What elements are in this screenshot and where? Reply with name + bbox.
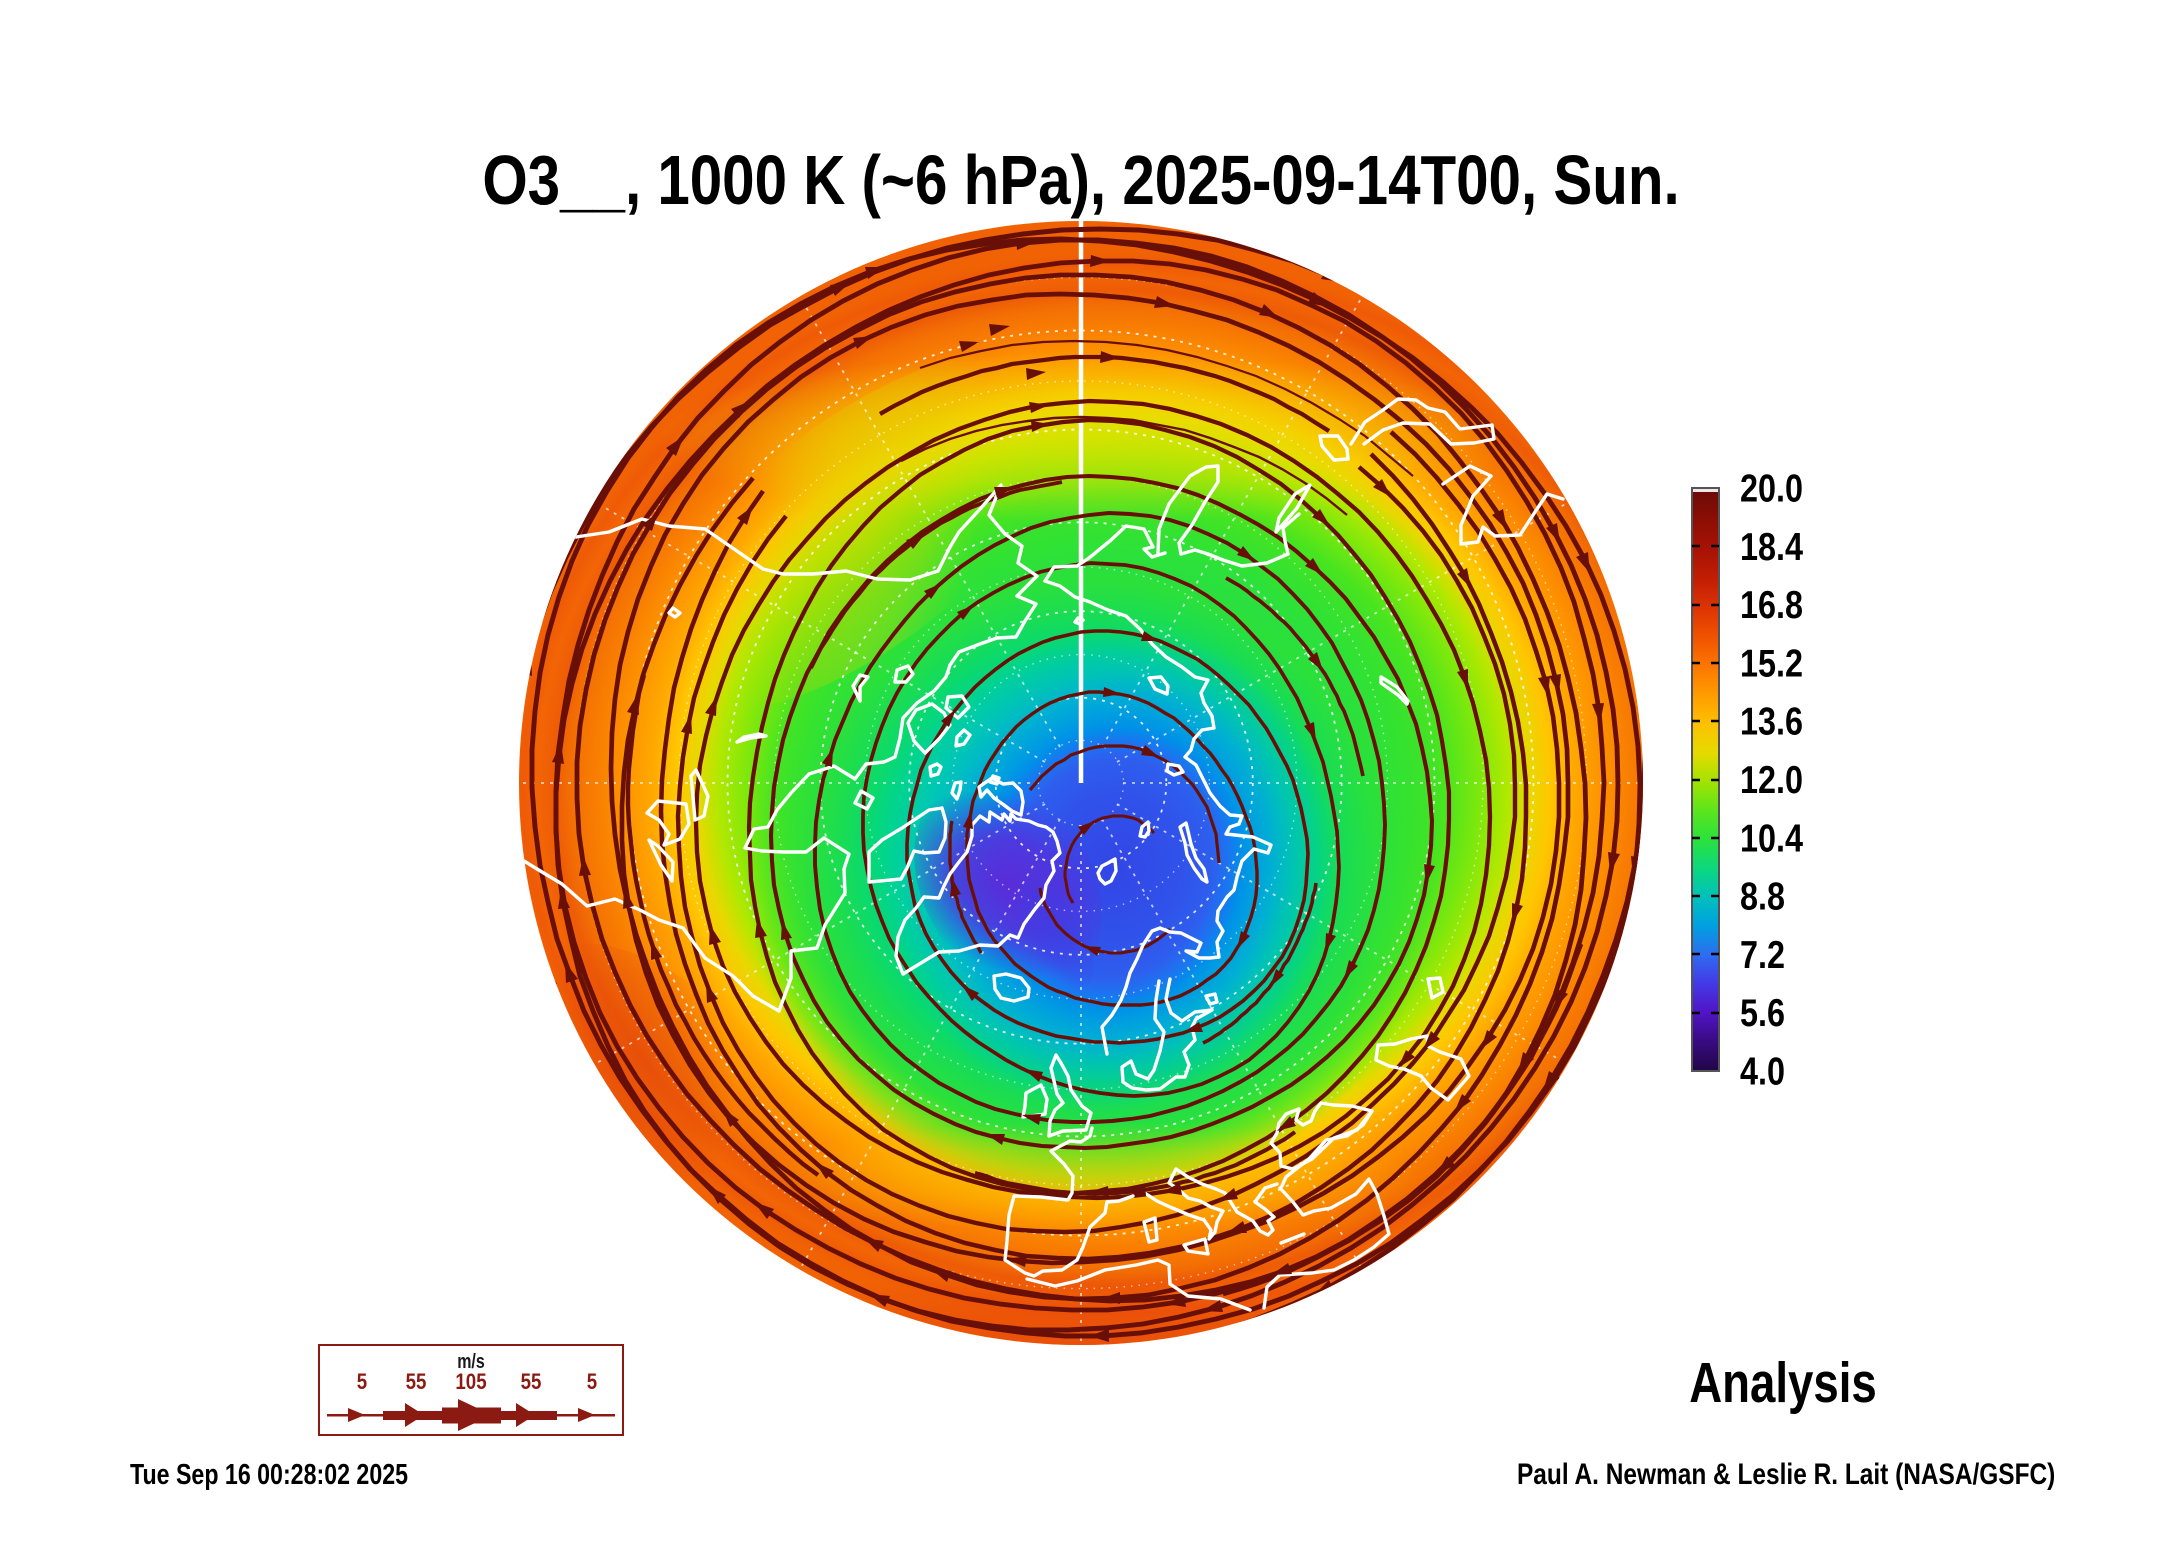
svg-text:5.6: 5.6 bbox=[1740, 991, 1785, 1035]
svg-text:18.4: 18.4 bbox=[1740, 525, 1803, 569]
svg-text:O3__, 1000 K (~6 hPa), 2025-09: O3__, 1000 K (~6 hPa), 2025-09-14T00, Su… bbox=[482, 141, 1679, 219]
svg-text:4.0: 4.0 bbox=[1740, 1050, 1785, 1094]
svg-text:Tue Sep 16 00:28:02 2025: Tue Sep 16 00:28:02 2025 bbox=[130, 1457, 408, 1490]
svg-text:m/s: m/s bbox=[457, 1350, 485, 1372]
svg-text:16.8: 16.8 bbox=[1740, 583, 1803, 627]
svg-text:55: 55 bbox=[406, 1371, 427, 1395]
svg-text:13.6: 13.6 bbox=[1740, 700, 1803, 744]
svg-text:12.0: 12.0 bbox=[1740, 758, 1803, 802]
svg-text:105: 105 bbox=[455, 1371, 486, 1395]
svg-text:5: 5 bbox=[587, 1371, 597, 1395]
svg-text:5: 5 bbox=[357, 1371, 367, 1395]
svg-text:55: 55 bbox=[521, 1371, 542, 1395]
svg-text:7.2: 7.2 bbox=[1740, 933, 1785, 977]
svg-text:15.2: 15.2 bbox=[1740, 642, 1803, 686]
svg-text:8.8: 8.8 bbox=[1740, 875, 1785, 919]
svg-text:Paul A. Newman & Leslie R. Lai: Paul A. Newman & Leslie R. Lait (NASA/GS… bbox=[1517, 1457, 2055, 1491]
svg-text:20.0: 20.0 bbox=[1740, 467, 1803, 511]
svg-text:10.4: 10.4 bbox=[1740, 816, 1803, 860]
svg-text:Analysis: Analysis bbox=[1689, 1350, 1877, 1414]
